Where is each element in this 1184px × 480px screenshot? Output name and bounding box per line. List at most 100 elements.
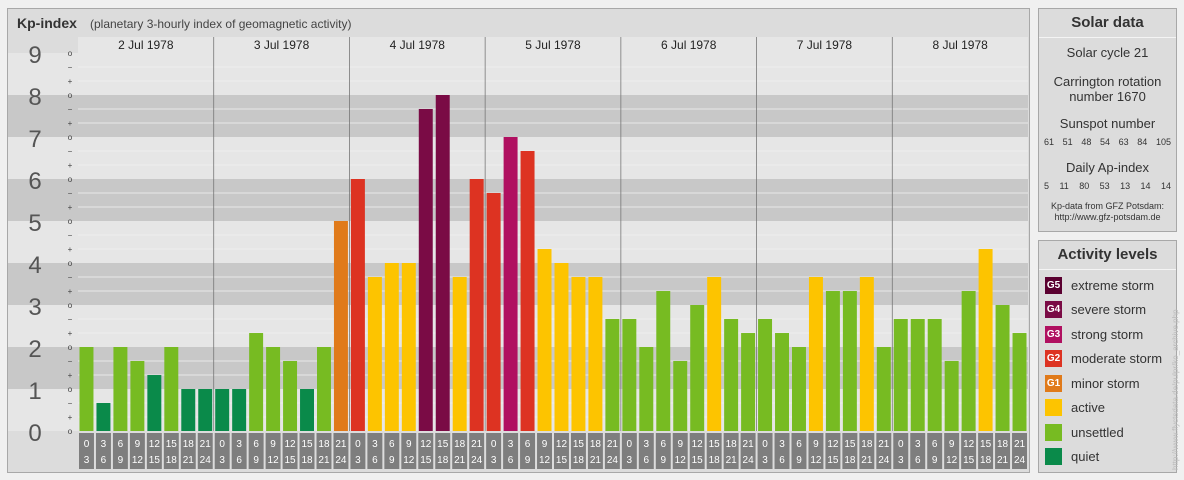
x-tick-end: 12 [675,455,687,466]
x-tick-end: 18 [709,455,721,466]
x-tick-end: 21 [454,455,466,466]
kp-bar [198,389,213,431]
y-band [62,179,1028,221]
x-tick-end: 15 [692,455,704,466]
kp-bar [944,360,959,431]
y-band [62,137,1028,179]
x-tick-box [282,433,298,469]
kp-bar [350,179,365,431]
kp-bar [300,389,314,431]
kp-bar [96,402,111,431]
kp-bar [435,95,450,431]
x-tick-box [316,433,332,469]
sunspot-label: Sunspot number [1059,116,1156,131]
x-tick-box [791,433,807,469]
x-tick-box [554,433,569,469]
x-tick-box [876,433,892,469]
y-minor-mark: − [68,399,73,408]
day-label: 7 Jul 1978 [797,38,853,52]
x-tick-start: 15 [166,439,178,450]
x-tick-end: 21 [590,455,602,466]
legend-label: minor storm [1071,375,1140,391]
sunspot-value: 54 [1099,137,1110,147]
source-link[interactable]: http://www.gfz-potsdam.de [1054,212,1161,222]
x-tick-start: 3 [101,439,107,450]
x-tick-box [163,433,179,469]
y-minor-mark: + [68,329,73,338]
x-tick-start: 21 [607,439,619,450]
legend-item: G5 extreme storm [1045,275,1154,295]
sunspot-value: 84 [1137,137,1148,147]
x-tick-end: 12 [539,455,551,466]
x-tick-box [214,433,230,469]
kp-bar [164,347,179,431]
x-tick-start: 3 [236,439,242,450]
x-tick-end: 24 [878,455,890,466]
sunspot-value: 63 [1118,137,1129,147]
x-tick-box [112,433,128,469]
kp-bar [113,347,128,431]
y-tick-label: 5 [28,210,41,237]
x-tick-end: 18 [166,455,178,466]
x-tick-end: 21 [997,455,1009,466]
x-tick-end: 24 [200,455,212,466]
x-tick-end: 18 [573,455,585,466]
ap-index-value: 11 [1059,181,1069,191]
watermark-url: http://www.flyctsdata.de/pulpr/ko_archiv… [1171,309,1180,470]
x-tick-end: 9 [660,455,666,466]
kp-bar [876,347,891,431]
x-tick-box [486,433,502,469]
y-tick-label: 3 [28,294,41,321]
y-minor-mark: o [68,259,73,268]
kp-bar [283,360,298,431]
kp-bar [469,179,484,431]
x-tick-start: 6 [118,439,124,450]
kp-bar [418,108,433,432]
y-minor-mark: o [68,217,73,226]
y-minor-mark: o [68,91,73,100]
y-band-label-bg [8,53,62,95]
x-tick-end: 24 [607,455,619,466]
ap-index-value: 80 [1079,181,1090,191]
kp-bar [367,276,382,431]
kp-bar [1012,333,1027,431]
legend-swatch: G3 [1045,325,1062,343]
x-tick-end: 15 [284,455,296,466]
x-tick-start: 15 [573,439,585,450]
y-tick-label: 9 [28,42,41,69]
y-tick-label: 6 [28,168,41,195]
x-tick-start: 0 [898,439,904,450]
kp-bar [792,347,806,431]
x-tick-end: 3 [84,455,90,466]
x-tick-start: 18 [590,439,602,450]
day-label: 2 Jul 1978 [118,38,174,52]
x-tick-end: 18 [980,455,992,466]
x-tick-end: 24 [471,455,483,466]
legend-label: active [1071,400,1105,415]
x-tick-box [79,433,94,469]
x-tick-end: 3 [762,455,768,466]
ap-index-value: 13 [1120,181,1131,191]
legend-swatch [1045,423,1062,441]
x-tick-end: 9 [389,455,395,466]
x-tick-end: 15 [827,455,839,466]
kp-chart: Kp-index (planetary 3-hourly index of ge… [8,15,1028,472]
x-tick-start: 15 [301,439,313,450]
x-tick-box [723,433,739,469]
x-tick-box [129,433,145,469]
x-tick-start: 3 [372,439,378,450]
kp-bar [79,347,94,431]
x-tick-box [537,433,552,469]
x-tick-box [808,433,824,469]
x-tick-start: 6 [253,439,259,450]
day-label: 5 Jul 1978 [525,38,581,52]
kp-bar [808,276,823,431]
x-tick-box [587,433,603,469]
y-minor-mark: + [68,287,73,296]
x-tick-start: 21 [335,439,347,450]
x-tick-box [418,433,434,469]
y-minor-mark: + [68,119,73,128]
legend-item: quiet [1045,447,1099,467]
x-tick-box [299,433,315,469]
x-tick-start: 18 [454,439,466,450]
